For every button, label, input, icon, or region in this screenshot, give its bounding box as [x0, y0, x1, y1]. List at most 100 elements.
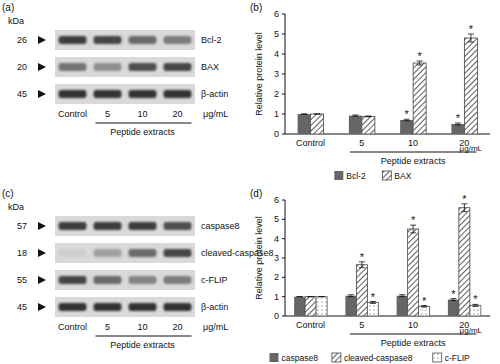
- blot-panel: (a)kDa26Bcl-220BAX45β-actinControl51020μ…: [2, 2, 228, 137]
- arrow: [38, 303, 46, 311]
- y-axis-label: Relative protein level: [254, 32, 264, 116]
- band: [129, 303, 157, 311]
- x-tick-label: Control: [296, 320, 325, 330]
- bar: [470, 305, 481, 316]
- band: [94, 63, 122, 71]
- band: [59, 90, 87, 98]
- band: [164, 222, 192, 230]
- band: [129, 90, 157, 98]
- significance: *: [417, 50, 422, 62]
- lane-label: 20: [172, 109, 182, 119]
- band-name: β-actin: [201, 302, 228, 312]
- band: [94, 303, 122, 311]
- band: [164, 63, 192, 71]
- y-tick-label: 5: [274, 29, 279, 39]
- legend-label: cleaved-caspase8: [344, 353, 413, 363]
- y-tick: [282, 200, 285, 201]
- band: [129, 222, 157, 230]
- group-label: Peptide extracts: [110, 127, 175, 137]
- lane-label: 10: [137, 109, 147, 119]
- kda-value: 26: [17, 35, 27, 45]
- bar: [419, 306, 430, 316]
- band: [94, 36, 122, 44]
- error-bar: [301, 114, 307, 115]
- bar: [345, 296, 356, 316]
- significance: *: [451, 288, 456, 300]
- arrow: [38, 90, 46, 98]
- error-bar: [348, 295, 354, 297]
- kda-value: 55: [17, 275, 27, 285]
- bar-chart: (b)0123456Relative protein levelControl5…: [250, 2, 490, 181]
- y-tick-label: 6: [274, 9, 279, 19]
- band-name: BAX: [201, 62, 219, 72]
- error-bar: [410, 225, 416, 233]
- y-tick: [282, 94, 285, 95]
- y-tick: [282, 277, 285, 278]
- significance: *: [469, 23, 474, 35]
- panel-label: (a): [2, 2, 14, 13]
- x-tick-label: 10: [408, 320, 418, 330]
- bar: [294, 297, 305, 316]
- error-bar: [468, 34, 474, 42]
- legend-swatch: [270, 353, 279, 362]
- arrow: [38, 63, 46, 71]
- dose-unit: μg/mL: [203, 109, 228, 119]
- bar: [464, 38, 477, 134]
- band: [164, 90, 192, 98]
- lane-label: 20: [172, 322, 182, 332]
- error-bar: [399, 295, 405, 297]
- y-tick-label: 4: [274, 234, 279, 244]
- significance: *: [371, 291, 376, 303]
- legend-swatch: [433, 353, 442, 362]
- significance: *: [360, 251, 365, 263]
- x-axis-label: Peptide extracts: [381, 156, 446, 166]
- bar: [413, 63, 426, 134]
- bar: [349, 116, 362, 134]
- y-tick-label: 6: [274, 195, 279, 205]
- kda-value: 45: [17, 89, 27, 99]
- bar: [362, 116, 375, 134]
- kda-label: kDa: [8, 16, 24, 26]
- band: [164, 36, 192, 44]
- lane-label: 10: [137, 322, 147, 332]
- blot-panel: (c)kDa57caspase818cleaved-caspase855c-FL…: [2, 188, 274, 350]
- blot-strip: [55, 84, 195, 104]
- figure: (a)kDa26Bcl-220BAX45β-actinControl51020μ…: [0, 0, 500, 364]
- band: [59, 63, 87, 71]
- y-tick: [282, 316, 285, 317]
- kda-value: 20: [17, 62, 27, 72]
- marks: [298, 34, 478, 134]
- x-tick-label: 10: [408, 138, 418, 148]
- kda-value: 57: [17, 221, 27, 231]
- group-line: [350, 334, 477, 335]
- significance: *: [456, 112, 461, 124]
- error-bar: [308, 296, 314, 297]
- y-tick: [282, 258, 285, 259]
- blot-strip: [55, 57, 195, 77]
- y-axis-label: Relative protein level: [254, 216, 264, 300]
- y-tick-label: 0: [274, 129, 279, 139]
- y-tick-label: 4: [274, 49, 279, 59]
- band: [164, 276, 192, 284]
- error-bar: [319, 296, 325, 297]
- band: [129, 249, 157, 257]
- band: [94, 222, 122, 230]
- x-tick-label: Control: [296, 138, 325, 148]
- band-name: caspase8: [201, 221, 240, 231]
- band: [94, 90, 122, 98]
- significance: *: [422, 295, 427, 307]
- significance: *: [404, 108, 409, 120]
- band: [164, 303, 192, 311]
- bar: [367, 302, 378, 316]
- bar: [451, 124, 464, 134]
- bar: [305, 297, 316, 316]
- band-name: β-actin: [201, 89, 228, 99]
- legend-swatch: [332, 353, 341, 362]
- error-bar: [461, 204, 467, 212]
- legend: Bcl-2BAX: [334, 171, 411, 181]
- lane-label: 5: [105, 109, 110, 119]
- band: [129, 36, 157, 44]
- band: [164, 249, 192, 257]
- legend-swatch: [382, 171, 391, 180]
- y-tick: [282, 14, 285, 15]
